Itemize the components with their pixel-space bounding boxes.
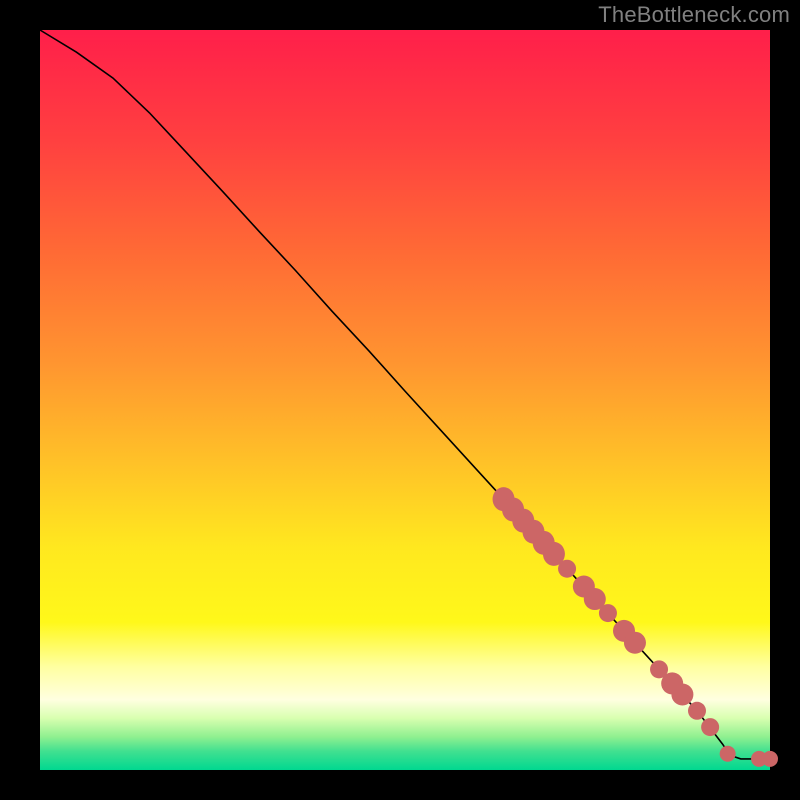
- data-marker: [688, 702, 706, 720]
- plot-background: [40, 30, 770, 770]
- data-marker: [624, 632, 646, 654]
- data-marker: [701, 718, 719, 736]
- data-marker: [720, 746, 736, 762]
- chart-svg: [0, 0, 800, 800]
- data-marker: [558, 560, 576, 578]
- data-marker: [671, 684, 693, 706]
- watermark-text: TheBottleneck.com: [598, 2, 790, 28]
- chart-stage: TheBottleneck.com: [0, 0, 800, 800]
- data-marker: [762, 751, 778, 767]
- data-marker: [599, 604, 617, 622]
